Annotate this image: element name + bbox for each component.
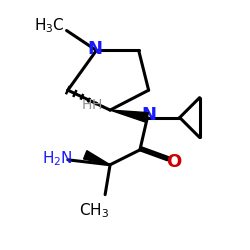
Text: H$_3$C: H$_3$C xyxy=(34,16,65,35)
Text: CH$_3$: CH$_3$ xyxy=(79,202,109,220)
Text: N: N xyxy=(88,40,103,58)
Text: H$_2$N: H$_2$N xyxy=(42,149,72,168)
Text: N: N xyxy=(141,106,156,124)
Text: H: H xyxy=(81,98,92,112)
Text: H: H xyxy=(91,98,102,112)
Polygon shape xyxy=(84,151,110,165)
Text: O: O xyxy=(166,153,181,171)
Polygon shape xyxy=(110,110,148,122)
